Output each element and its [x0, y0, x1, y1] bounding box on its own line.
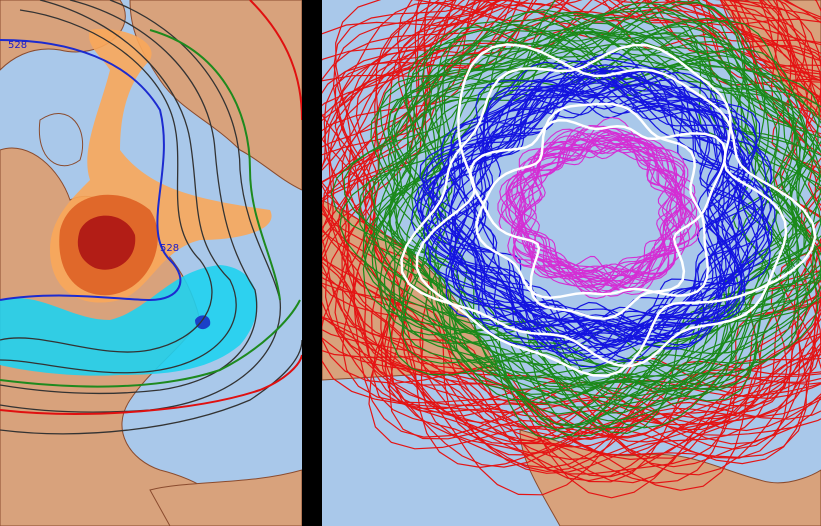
contour-red	[0, 0, 302, 415]
bay	[38, 113, 84, 167]
ensemble-contour	[322, 0, 821, 441]
contour	[0, 9, 213, 353]
ensemble-contour	[322, 0, 821, 442]
ensemble-contour	[440, 89, 768, 349]
ensemble-contour	[400, 43, 788, 368]
ensemble-contour	[413, 64, 746, 344]
cold-anomaly-core	[195, 315, 211, 330]
divider	[302, 0, 322, 526]
ensemble-contour	[371, 0, 798, 429]
ensemble-contour	[382, 27, 817, 428]
contour-label: 528	[8, 40, 27, 51]
ensemble-contour	[363, 9, 821, 396]
ensemble-contour	[378, 35, 821, 402]
ensemble-contour	[516, 136, 697, 286]
ensemble-contour	[372, 17, 821, 384]
warm-anomaly-core	[77, 215, 136, 270]
ensemble-contour	[337, 0, 821, 469]
ensemble-contour	[507, 116, 682, 289]
contour-528	[0, 39, 182, 302]
contour-label: 528	[160, 243, 179, 254]
contour-green	[0, 299, 301, 388]
contour	[0, 0, 258, 395]
ensemble-contour	[322, 0, 821, 499]
ensemble-contour	[511, 132, 683, 293]
ensemble-contour	[326, 0, 821, 450]
ensemble-contour	[513, 133, 700, 279]
ensemble-contour	[322, 0, 821, 459]
ensemble-contours	[322, 0, 821, 499]
ensemble-contour	[370, 0, 809, 387]
ensemble-contour	[364, 0, 808, 409]
ensemble-contour	[415, 43, 817, 377]
ensemble-contour	[519, 128, 700, 293]
ensemble-contour	[322, 0, 821, 439]
contour-green	[149, 29, 281, 301]
land	[0, 0, 126, 71]
ensemble-contour	[359, 11, 802, 391]
ensemble-contour	[507, 127, 684, 289]
ensemble-contour	[322, 0, 821, 461]
ensemble-contour	[376, 14, 800, 379]
ensemble-contour	[454, 61, 771, 361]
ensemble-contour	[395, 11, 821, 415]
ensemble-contour	[370, 16, 808, 397]
ensemble-contour	[358, 19, 797, 430]
ensemble-contour	[475, 102, 710, 299]
ensemble-contour	[422, 82, 737, 346]
cold-anomaly	[0, 265, 258, 376]
contour	[0, 0, 237, 374]
ensemble-contour	[322, 0, 821, 468]
ensemble-contour	[330, 25, 821, 402]
ensemble-contour	[379, 16, 814, 378]
ensemble-contour	[322, 0, 821, 482]
ensemble-contour	[420, 69, 742, 339]
ensemble-contour	[449, 60, 750, 339]
ensemble-contour	[339, 11, 819, 381]
ensemble-contour	[322, 0, 821, 456]
ensemble-contour	[422, 69, 745, 350]
ensemble-contour	[514, 125, 684, 279]
ensemble-contour	[449, 65, 770, 327]
ensemble-contour	[425, 71, 740, 356]
ensemble-contour	[322, 0, 821, 445]
ensemble-contour	[513, 134, 693, 282]
ensemble-contour	[322, 0, 821, 459]
left-map: 528 528	[0, 0, 302, 526]
land	[149, 469, 302, 526]
ensemble-contour	[322, 0, 821, 474]
ensemble-contour	[322, 0, 821, 484]
ensemble-contour	[419, 78, 773, 351]
ensemble-contour	[460, 66, 772, 348]
ensemble-contour	[334, 0, 821, 456]
ensemble-contour	[322, 0, 821, 438]
ensemble-contour	[322, 0, 821, 491]
right-map	[322, 0, 821, 526]
ensemble-contour	[337, 0, 821, 483]
contour	[0, 339, 302, 435]
